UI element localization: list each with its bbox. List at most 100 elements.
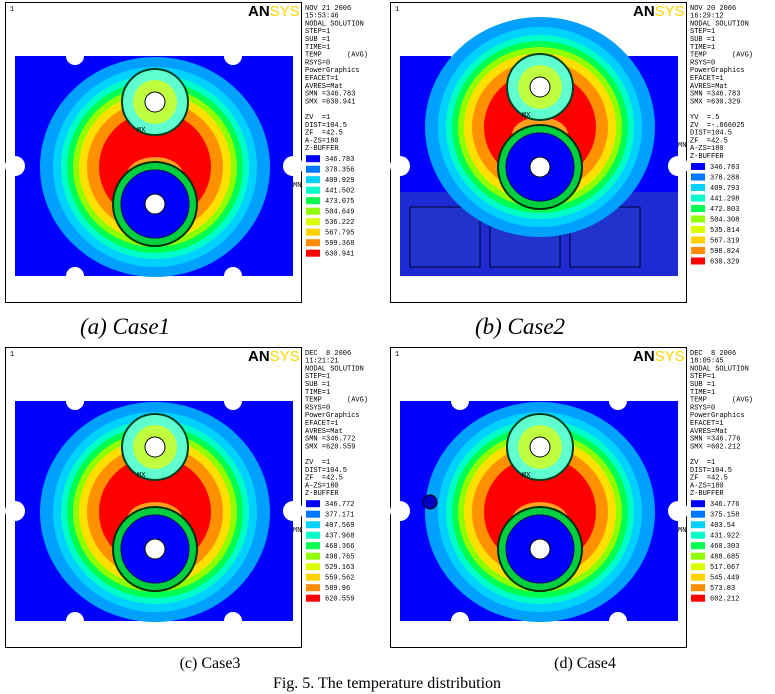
view-line: Z-BUFFER bbox=[305, 145, 339, 153]
info-line: NODAL SOLUTION bbox=[690, 20, 749, 28]
view-line: Z-BUFFER bbox=[690, 490, 724, 498]
lower-hole bbox=[145, 539, 165, 559]
logo-an: AN bbox=[248, 348, 270, 365]
legend-value: 599.368 bbox=[325, 240, 354, 248]
legend-swatch bbox=[306, 187, 320, 194]
info-line: RSYS=0 bbox=[690, 59, 715, 67]
legend-swatch bbox=[691, 574, 705, 581]
legend-value: 441.502 bbox=[325, 188, 354, 196]
info-line: SMX =602.212 bbox=[690, 443, 740, 451]
legend-value: 602.212 bbox=[710, 596, 739, 604]
view-line: ZV =1 bbox=[690, 459, 715, 467]
info-line: SMX =630.941 bbox=[305, 98, 355, 106]
legend-value: 589.96 bbox=[325, 585, 350, 593]
info-line: SUB =1 bbox=[305, 381, 330, 389]
info-line: SUB =1 bbox=[690, 381, 715, 389]
info-line: AVRES=Mat bbox=[305, 83, 343, 91]
notch bbox=[668, 156, 688, 176]
notch bbox=[283, 156, 303, 176]
view-line: ZF =42.5 bbox=[690, 137, 728, 145]
info-line: AVRES=Mat bbox=[690, 83, 728, 91]
mx-label: MX bbox=[522, 472, 531, 480]
notch bbox=[5, 156, 25, 176]
legend-swatch bbox=[306, 574, 320, 581]
ansys-logo: ANSYS bbox=[248, 348, 300, 365]
legend-value: 472.803 bbox=[710, 206, 739, 214]
legend-swatch bbox=[306, 563, 320, 570]
legend-value: 567.795 bbox=[325, 230, 354, 238]
view-line: A-ZS=180 bbox=[305, 137, 339, 145]
legend-value: 473.075 bbox=[325, 198, 354, 206]
legend-swatch bbox=[306, 166, 320, 173]
legend-swatch bbox=[691, 174, 705, 181]
view-line: DIST=104.5 bbox=[305, 122, 347, 130]
info-line: NOV 21 2006 bbox=[305, 5, 351, 13]
legend-value: 460.303 bbox=[710, 543, 739, 551]
corner-label: 1 bbox=[395, 6, 399, 14]
notch bbox=[390, 156, 410, 176]
legend-value: 488.685 bbox=[710, 554, 739, 562]
info-line: STEP=1 bbox=[690, 28, 715, 36]
legend-swatch bbox=[306, 218, 320, 225]
view-line: A-ZS=180 bbox=[690, 145, 724, 153]
legend-value: 559.562 bbox=[325, 575, 354, 583]
legend-value: 529.163 bbox=[325, 564, 354, 572]
legend-swatch bbox=[691, 521, 705, 528]
info-line: TEMP (AVG) bbox=[690, 397, 753, 405]
upper-hole bbox=[530, 77, 550, 97]
info-line: TIME=1 bbox=[690, 389, 715, 397]
notch bbox=[390, 501, 410, 521]
notch bbox=[66, 267, 84, 285]
legend-value: 409.929 bbox=[325, 177, 354, 185]
legend-value: 378.288 bbox=[710, 174, 739, 182]
legend-swatch bbox=[691, 184, 705, 191]
legend-value: 620.559 bbox=[325, 596, 354, 604]
info-line: TIME=1 bbox=[305, 44, 330, 52]
block-cell bbox=[410, 207, 480, 267]
notch bbox=[66, 392, 84, 410]
mx-label: MX bbox=[522, 112, 531, 120]
legend-swatch bbox=[306, 500, 320, 507]
legend-swatch bbox=[306, 239, 320, 246]
view-line: Z-BUFFER bbox=[305, 490, 339, 498]
legend-value: 378.356 bbox=[325, 167, 354, 175]
lower-hole bbox=[145, 194, 165, 214]
info-line: RSYS=0 bbox=[305, 59, 330, 67]
legend-value: 598.824 bbox=[710, 248, 739, 256]
lower-hole bbox=[530, 539, 550, 559]
notch bbox=[224, 392, 242, 410]
legend-swatch bbox=[306, 532, 320, 539]
mx-label: MX bbox=[137, 127, 146, 135]
logo-sys: SYS bbox=[270, 348, 300, 365]
legend-swatch bbox=[691, 553, 705, 560]
info-line: AVRES=Mat bbox=[690, 428, 728, 436]
ansys-logo: ANSYS bbox=[248, 3, 300, 20]
view-line: DIST=104.5 bbox=[690, 130, 732, 138]
info-line: SMX =620.559 bbox=[305, 443, 355, 451]
mn-label: MN bbox=[678, 527, 686, 535]
notch bbox=[66, 612, 84, 630]
info-line: PowerGraphics bbox=[305, 67, 360, 75]
legend-swatch bbox=[306, 208, 320, 215]
mx-label: MX bbox=[137, 472, 146, 480]
info-line: TEMP (AVG) bbox=[305, 397, 368, 405]
legend-value: 431.922 bbox=[710, 533, 739, 541]
legend-swatch bbox=[306, 584, 320, 591]
notch bbox=[609, 612, 627, 630]
legend-value: 573.83 bbox=[710, 585, 735, 593]
mn-label: MN bbox=[293, 182, 301, 190]
info-line: SMX =630.329 bbox=[690, 98, 740, 106]
info-line: 15:53:46 bbox=[305, 13, 339, 21]
legend-value: 468.366 bbox=[325, 543, 354, 551]
corner-label: 1 bbox=[395, 351, 399, 359]
view-line: Z-BUFFER bbox=[690, 153, 724, 161]
legend-value: 407.569 bbox=[325, 522, 354, 530]
info-line: 11:21:21 bbox=[305, 358, 339, 366]
notch bbox=[66, 47, 84, 65]
caption: (b) Case2 bbox=[455, 314, 585, 340]
legend-swatch bbox=[691, 500, 705, 507]
legend-value: 346.772 bbox=[325, 501, 354, 509]
info-line: DEC 8 2006 bbox=[690, 350, 736, 358]
corner-label: 1 bbox=[10, 351, 14, 359]
notch bbox=[609, 392, 627, 410]
